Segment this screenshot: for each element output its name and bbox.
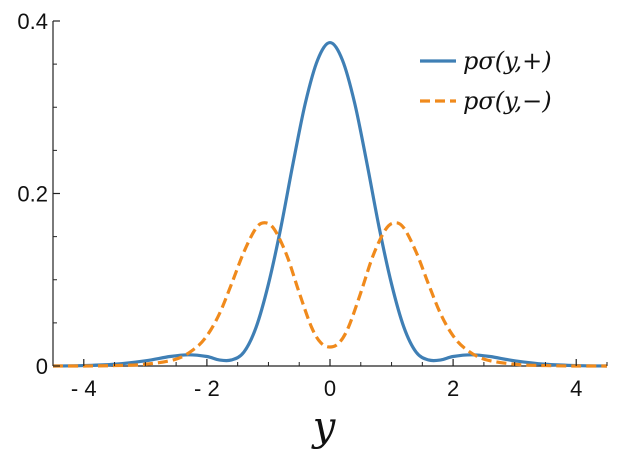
y-tick-label: 0 (36, 354, 48, 379)
x-tick-label: - 4 (71, 376, 97, 401)
y-tick-label: 0.4 (17, 9, 48, 34)
x-tick-label: 4 (570, 376, 582, 401)
tick-labels: - 4 - 2 0 2 4 0 0.2 0.4 (17, 9, 582, 401)
y-tick-label: 0.2 (17, 182, 48, 207)
legend-label-plus: pσ(y,+) (463, 47, 552, 75)
series-line-plus (52, 40, 608, 368)
x-tick-label: 2 (447, 376, 459, 401)
legend: pσ(y,+) pσ(y,−) (420, 47, 552, 115)
x-axis-title: y (311, 404, 337, 450)
series-curves (52, 40, 608, 368)
series-line-minus (52, 221, 608, 368)
legend-label-minus: pσ(y,−) (463, 87, 552, 115)
x-tick-label: - 2 (194, 376, 220, 401)
axis-ticks (52, 20, 608, 367)
x-tick-label: 0 (324, 376, 336, 401)
